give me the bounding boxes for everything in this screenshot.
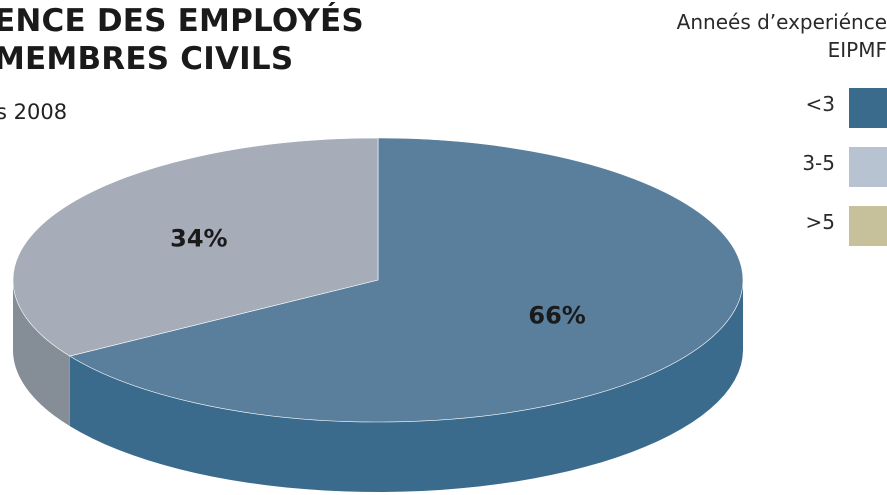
legend-label-lt3: <3 (805, 92, 835, 116)
legend-swatch-lt3 (849, 88, 887, 128)
pie-slice-lt3 (69, 137, 744, 423)
legend-title: Anneés d’experiénce EIPMF (627, 8, 887, 64)
pie-slice-3-5 (12, 137, 379, 357)
legend-swatch-3-5 (849, 147, 887, 187)
legend-item-3-5: 3-5 (767, 147, 887, 187)
pie-tops (12, 137, 744, 423)
legend-item-lt3: <3 (767, 88, 887, 128)
legend-item-gt5: >5 (767, 206, 887, 246)
pie-side-3-5 (13, 280, 70, 427)
chart-subtitle: s 2008 (0, 100, 68, 124)
pie-labels: 66% 34% (170, 225, 586, 330)
legend-title-line-1: Anneés d’experiénce (676, 10, 887, 34)
chart-title: ENCE DES EMPLOYÉS MEMBRES CIVILS (0, 2, 364, 78)
chart-title-line-2: MEMBRES CIVILS (0, 41, 294, 77)
legend: <3 3-5 >5 (767, 88, 887, 265)
pie-side-lt3 (69, 280, 743, 492)
pie-label-lt3: 66% (528, 301, 585, 329)
chart-title-line-1: ENCE DES EMPLOYÉS (0, 3, 364, 39)
legend-swatch-gt5 (849, 206, 887, 246)
legend-label-3-5: 3-5 (802, 151, 835, 175)
legend-title-line-2: EIPMF (827, 38, 887, 62)
pie-sides (13, 280, 743, 492)
pie-label-3-5: 34% (170, 225, 227, 253)
legend-label-gt5: >5 (805, 210, 835, 234)
